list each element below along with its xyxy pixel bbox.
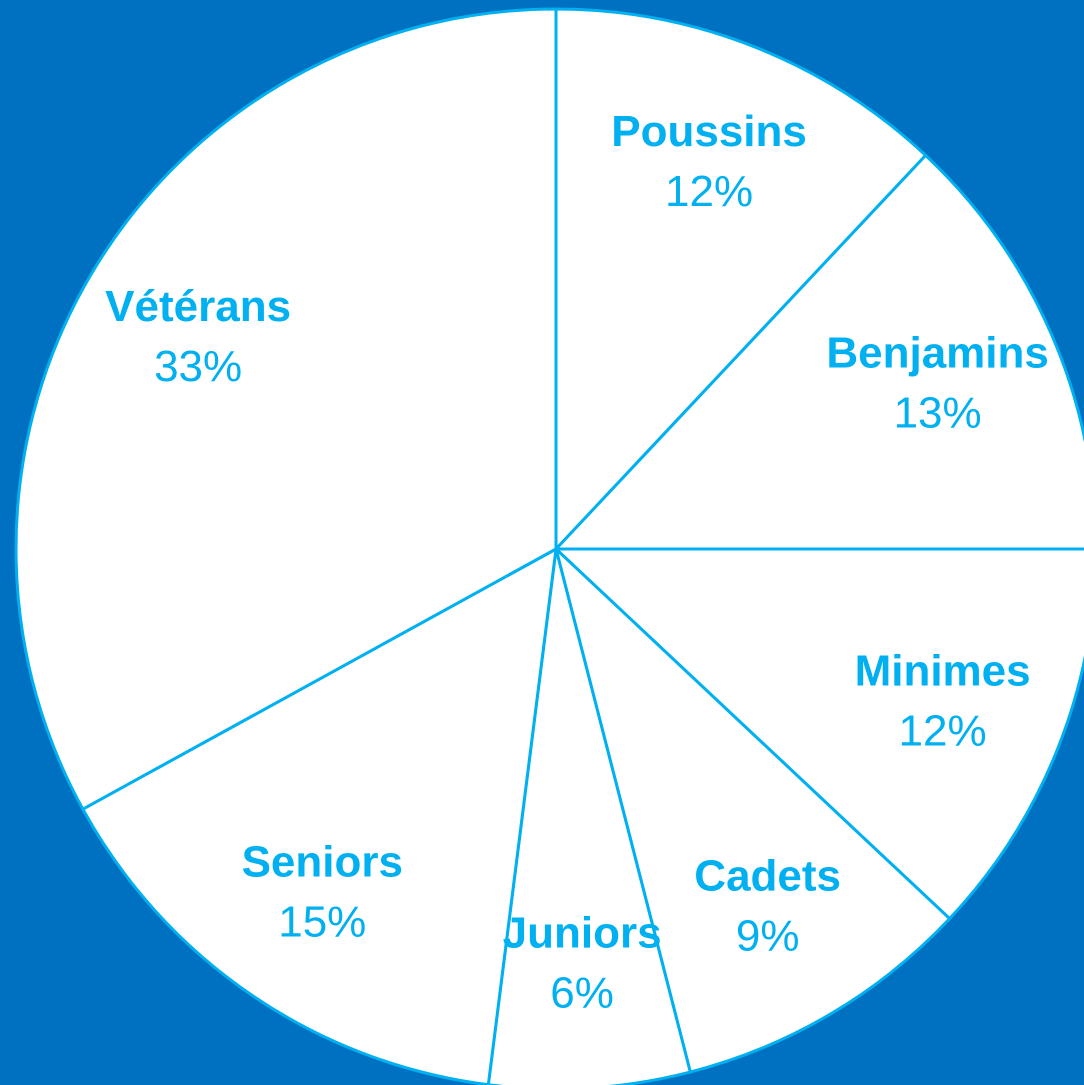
slice-label: Juniors xyxy=(503,909,662,958)
pie-slice xyxy=(14,7,558,812)
pie-slice xyxy=(80,546,558,1085)
slice-label: Minimes xyxy=(855,647,1031,696)
slice-value-label: 13% xyxy=(894,388,982,437)
slice-value-label: 12% xyxy=(665,167,753,216)
slice-label: Vétérans xyxy=(105,282,291,331)
slice-label: Seniors xyxy=(242,838,403,887)
slice-label: Cadets xyxy=(694,852,841,901)
slice-label: Benjamins xyxy=(826,328,1049,377)
slice-value-label: 9% xyxy=(736,912,800,961)
slice-value-label: 6% xyxy=(550,969,614,1018)
pie-slice xyxy=(552,547,1084,921)
pie-slice xyxy=(554,7,928,553)
pie-slice xyxy=(553,544,952,1074)
pie-slice xyxy=(552,153,1084,551)
slice-label: Poussins xyxy=(611,107,807,156)
slice-value-label: 33% xyxy=(154,342,242,391)
slice-value-label: 12% xyxy=(899,707,987,756)
slice-value-label: 15% xyxy=(278,898,366,947)
pie-slice xyxy=(486,548,693,1085)
